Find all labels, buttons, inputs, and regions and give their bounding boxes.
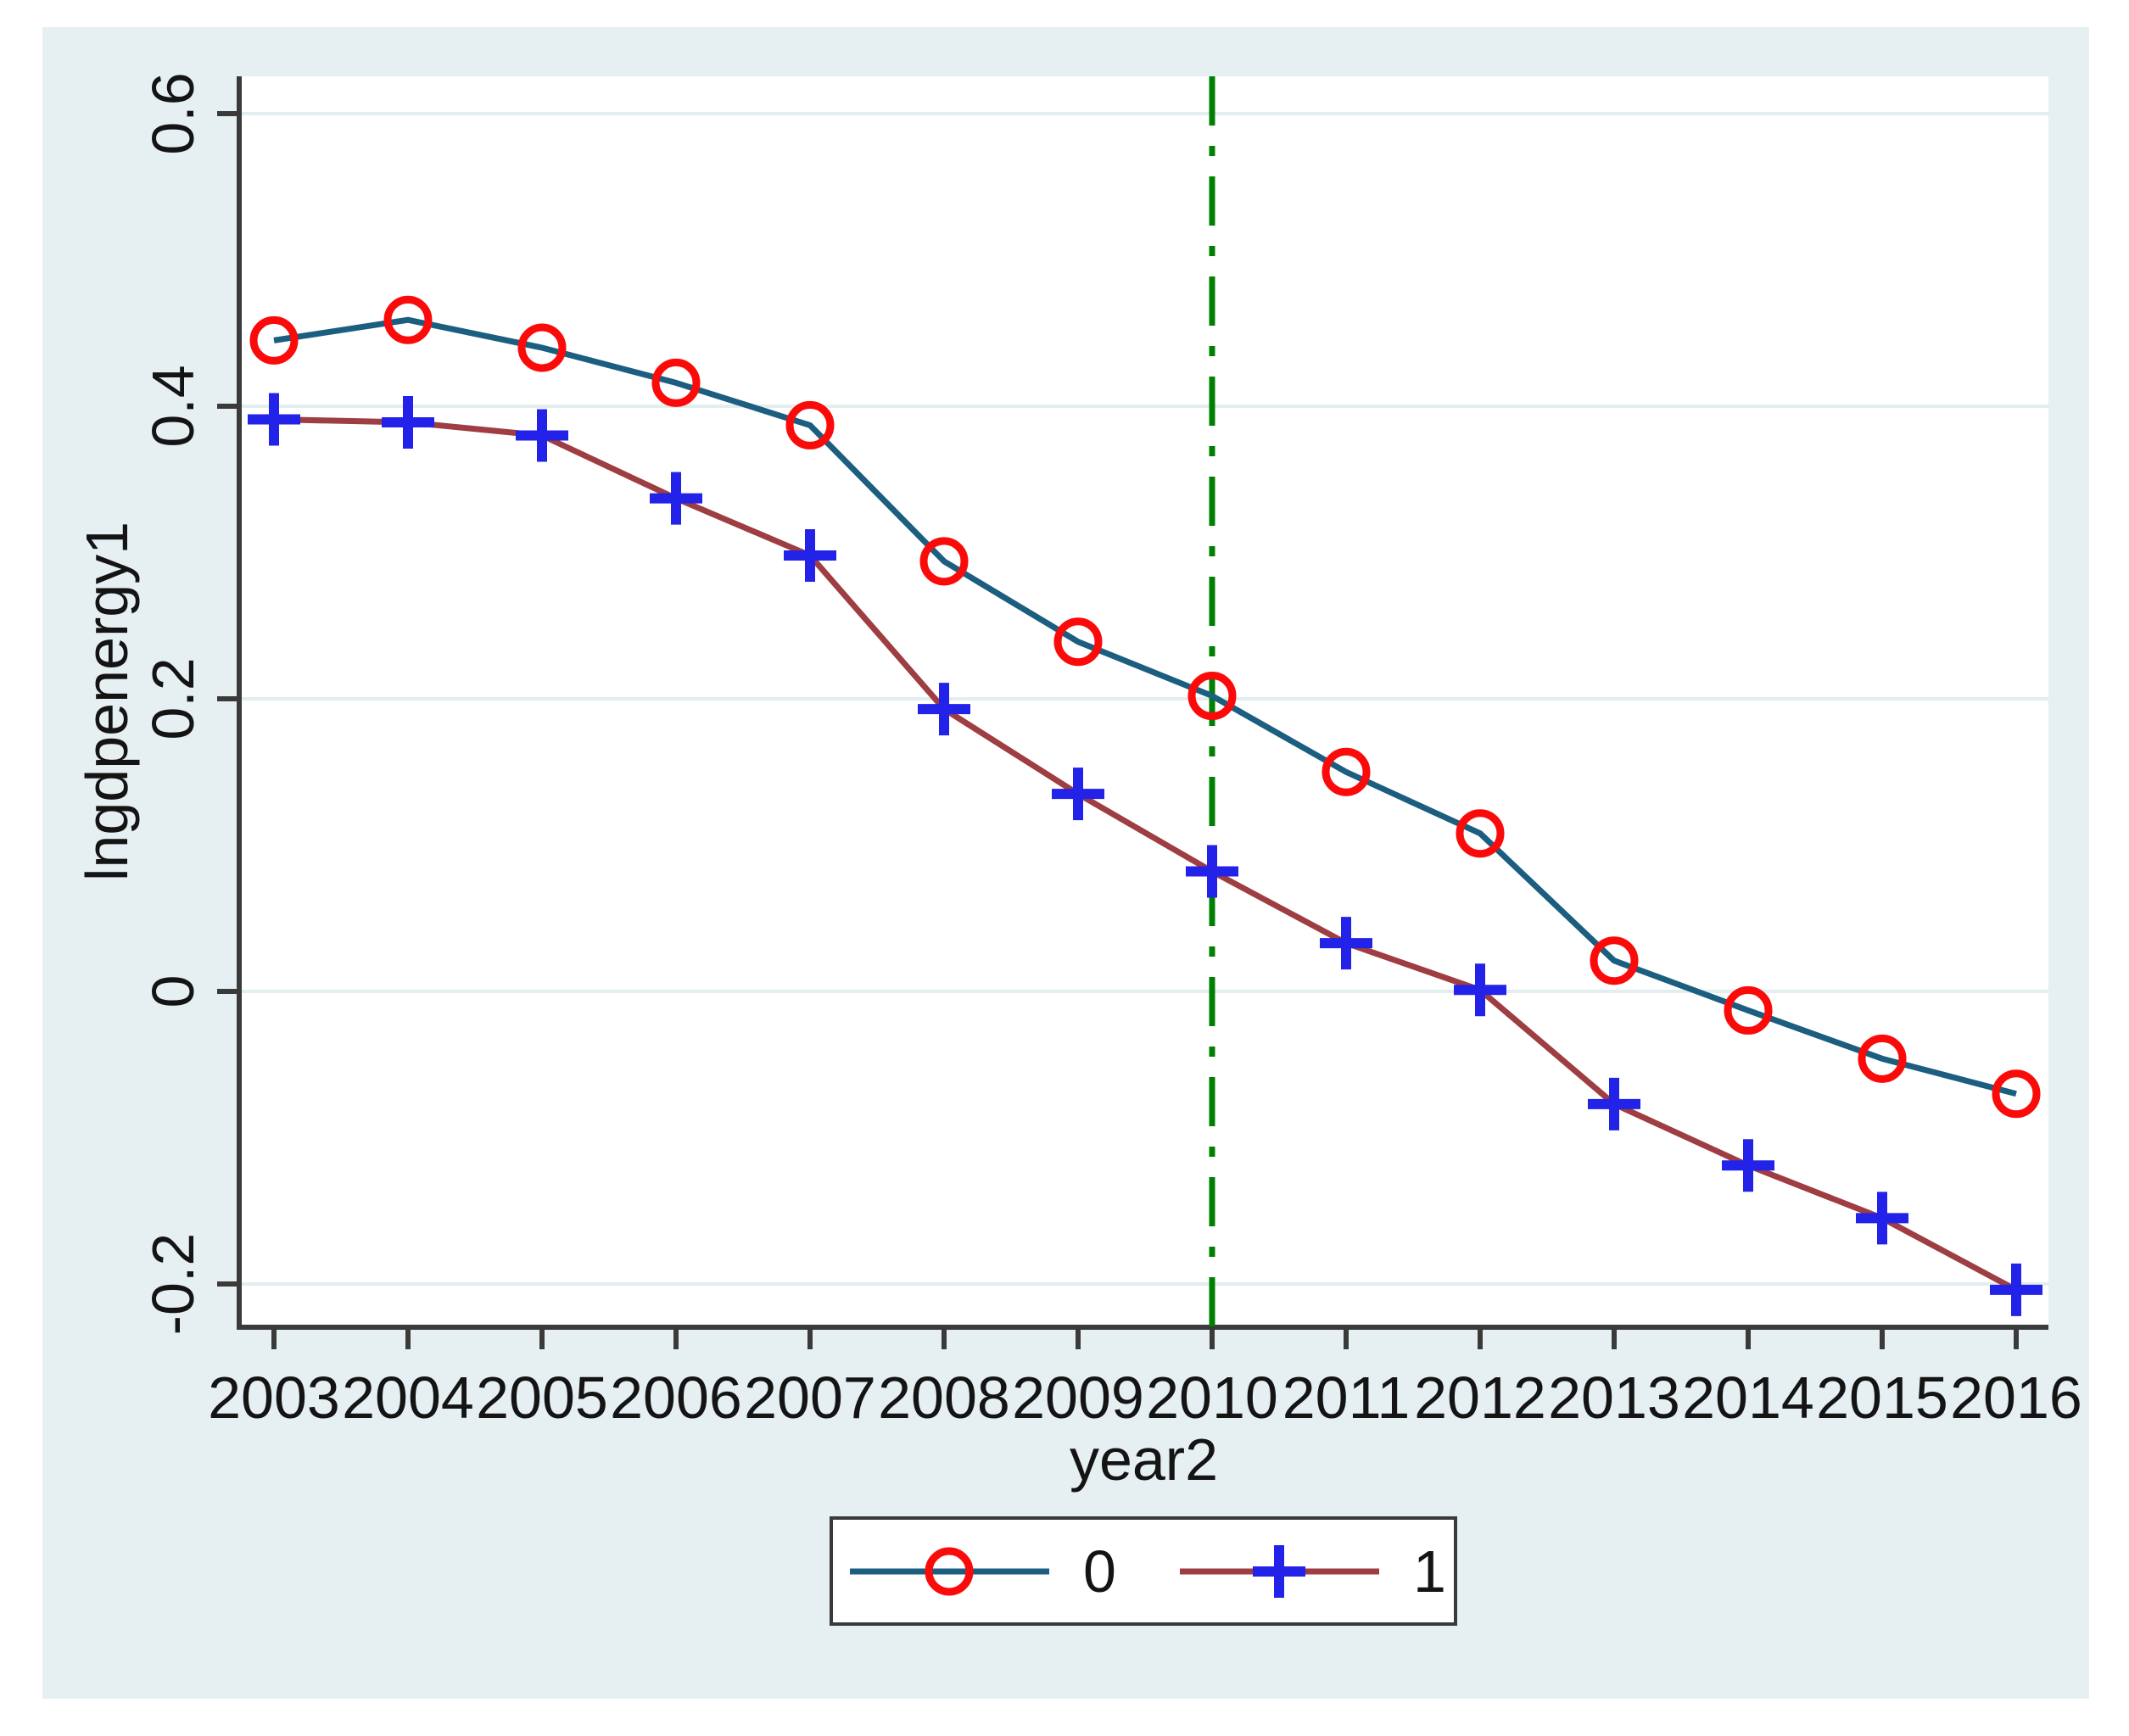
x-tick-label: 2003 [208,1365,340,1431]
plus-marker-icon [382,395,434,449]
legend-entry-series-0: 0 [850,1542,1116,1601]
circle-marker-icon [919,537,969,586]
legend-line-plus-swatch-icon [1179,1544,1379,1598]
plus-marker-icon [1052,768,1104,821]
circle-marker-icon [1456,809,1505,858]
y-tick-label: 0 [140,975,206,1008]
x-tick-label: 2016 [1950,1365,2082,1431]
legend-line-circle-swatch-icon [850,1547,1049,1595]
plus-marker-icon [1722,1139,1774,1192]
series-line-1 [273,416,2018,1292]
circle-marker-icon [383,295,433,344]
plot-area [239,76,2048,1327]
plus-marker-icon [1990,1263,2042,1316]
x-tick-label: 2015 [1816,1365,1948,1431]
circle-marker-icon [925,1547,974,1595]
x-tick-label: 2011 [1282,1365,1411,1431]
plus-marker-icon [650,472,702,525]
plus-marker-icon [918,683,970,736]
plus-marker-icon [784,528,836,582]
x-tick-label: 2005 [476,1365,608,1431]
x-axis-title: year2 [1070,1426,1218,1493]
x-tick-label: 2013 [1548,1365,1680,1431]
x-tick-label: 2004 [342,1365,474,1431]
y-axis-title: lngdpenergy1 [74,522,140,881]
circle-marker-icon [249,315,299,365]
legend-label-series-1: 1 [1412,1538,1446,1605]
plus-marker-icon [1186,845,1238,898]
circle-marker-icon [1590,936,1639,985]
circle-marker-icon [651,358,701,407]
legend-entry-series-1: 1 [1179,1538,1446,1605]
circle-marker-icon [1858,1034,1907,1083]
circle-marker-icon [1053,617,1103,667]
y-tick-label: 0.2 [140,657,206,740]
y-tick-label: 0.4 [140,365,206,447]
circle-marker-icon [1992,1069,2041,1119]
plus-marker-icon [248,393,300,446]
plus-marker-icon [1588,1077,1640,1130]
x-tick-label: 2008 [878,1365,1010,1431]
plus-marker-icon [1252,1544,1305,1598]
x-tick-label: 2006 [610,1365,742,1431]
circle-marker-icon [517,323,567,372]
x-tick-label: 2010 [1146,1365,1278,1431]
y-tick-label: -0.2 [140,1233,206,1336]
legend: 0 1 [830,1516,1457,1626]
plus-marker-icon [1454,963,1506,1017]
circle-marker-icon [785,400,835,449]
x-tick-label: 2014 [1682,1365,1814,1431]
x-tick-label: 2012 [1414,1365,1546,1431]
plus-marker-icon [516,409,568,462]
y-tick-label: 0.6 [140,72,206,154]
circle-marker-icon [1187,672,1237,721]
circle-marker-icon [1322,747,1371,796]
legend-label-series-0: 0 [1083,1538,1116,1605]
x-tick-label: 2007 [744,1365,876,1431]
circle-marker-icon [1724,985,1773,1035]
x-tick-label: 2009 [1012,1365,1144,1431]
plus-marker-icon [1856,1192,1908,1245]
plus-marker-icon [1320,917,1372,970]
